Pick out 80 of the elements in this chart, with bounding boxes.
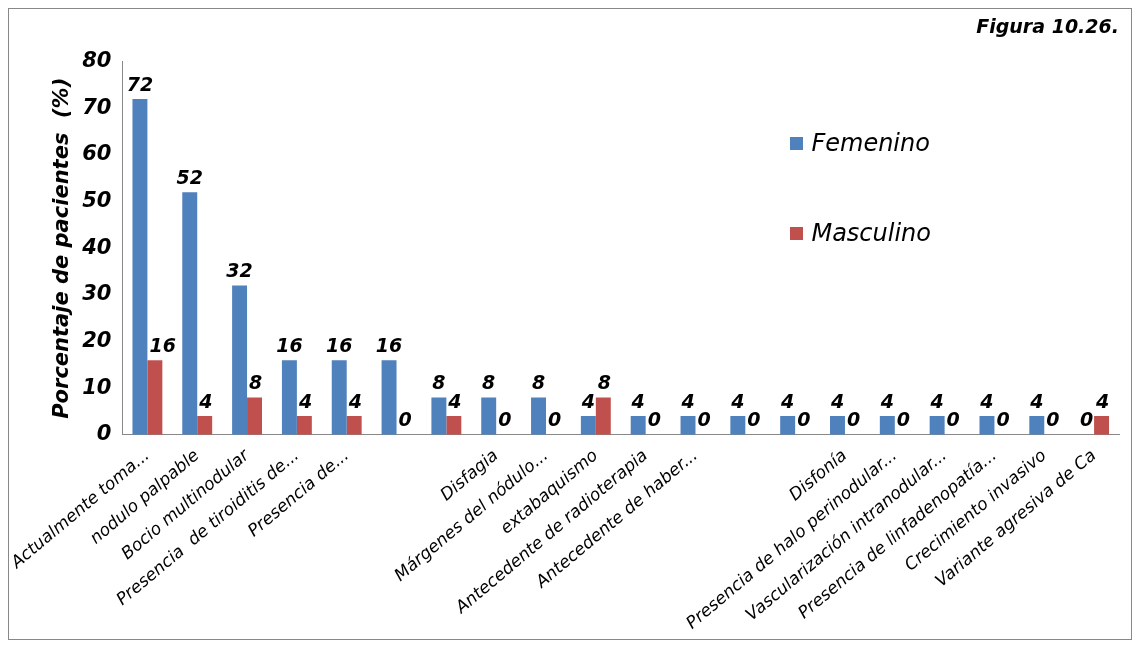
y-tick-label: 80: [82, 48, 112, 73]
bar: [680, 416, 696, 435]
data-label: 8: [531, 370, 546, 393]
bar: [1029, 416, 1045, 435]
bar: [780, 416, 796, 435]
data-label: 52: [176, 165, 203, 188]
bar: [446, 416, 462, 435]
bar: [346, 416, 362, 435]
bar: [481, 397, 497, 435]
bar: [296, 416, 312, 435]
bar: [147, 360, 163, 435]
data-label: 16: [149, 333, 176, 356]
data-label: 4: [1095, 389, 1110, 412]
data-label: 8: [482, 370, 496, 393]
data-label: 4: [447, 389, 462, 412]
bar: [197, 416, 213, 435]
bar: [232, 285, 248, 435]
data-label: 72: [126, 72, 154, 95]
bar: [431, 397, 447, 435]
chart-title: Figura 10.26.: [976, 15, 1119, 38]
data-label: 0: [797, 408, 811, 431]
bar: [281, 360, 297, 435]
bar: [879, 416, 895, 435]
bar: [247, 397, 262, 435]
data-label: 0: [946, 408, 960, 431]
data-label: 4: [630, 389, 645, 412]
data-label: 4: [730, 389, 745, 412]
y-tick-label: 30: [82, 281, 112, 306]
bar: [979, 416, 995, 435]
y-tick-label: 50: [82, 188, 112, 213]
data-label: 4: [680, 389, 695, 412]
data-label: 0: [1080, 408, 1094, 431]
data-label: 0: [647, 408, 661, 431]
bar: [1094, 416, 1110, 435]
data-label: 0: [896, 408, 911, 431]
data-label: 8: [597, 370, 612, 393]
data-label: 0: [846, 408, 861, 431]
data-label: 0: [996, 408, 1010, 431]
y-tick-label: 60: [82, 141, 112, 166]
legend-label: Femenino: [811, 129, 930, 157]
data-label: 32: [226, 259, 253, 282]
bar: [929, 416, 945, 435]
data-label: 4: [780, 389, 795, 412]
legend-label: Masculino: [811, 219, 931, 247]
bar: [531, 397, 547, 435]
data-label: 4: [1029, 389, 1044, 412]
y-tick-label: 20: [82, 327, 112, 352]
data-label: 4: [829, 389, 845, 412]
data-label: 4: [929, 389, 944, 412]
y-tick-label: 10: [82, 374, 112, 399]
bar: [830, 416, 845, 435]
data-label: 16: [276, 333, 303, 356]
y-axis-title: Porcentaje de pacientes (%): [49, 77, 74, 419]
data-label: 4: [347, 389, 362, 412]
data-label: 0: [498, 408, 512, 431]
bar: [182, 192, 198, 435]
data-label: 8: [432, 370, 446, 393]
bar: [381, 360, 397, 435]
data-label: 8: [249, 370, 263, 393]
y-tick-label: 0: [96, 421, 112, 446]
data-label: 4: [879, 389, 894, 412]
bar: [595, 397, 611, 435]
data-label: 0: [697, 408, 711, 431]
data-label: 0: [747, 408, 761, 431]
y-tick-label: 40: [81, 234, 112, 259]
bar: [630, 416, 646, 435]
data-label: 16: [375, 333, 403, 356]
data-label: 4: [297, 389, 313, 412]
data-label: 0: [548, 408, 562, 431]
data-label: 4: [198, 389, 213, 412]
bar: [331, 360, 347, 435]
data-label: 0: [398, 408, 412, 431]
data-label: 16: [326, 333, 353, 356]
bar: [730, 416, 746, 435]
data-label: 0: [1046, 408, 1060, 431]
bar: [132, 99, 148, 435]
data-label: 4: [979, 389, 994, 412]
y-tick-label: 70: [82, 94, 112, 119]
bar: [580, 416, 596, 435]
data-label: 4: [580, 389, 595, 412]
